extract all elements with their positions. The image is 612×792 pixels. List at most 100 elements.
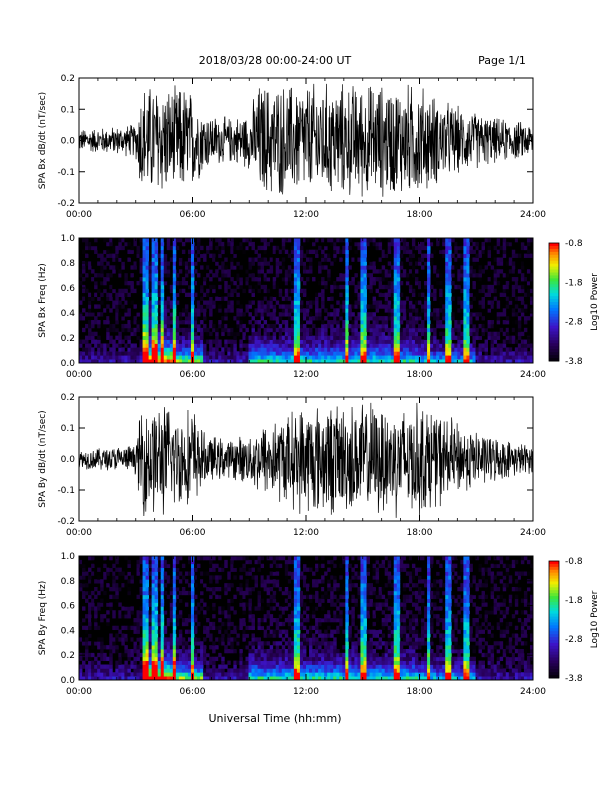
spectrogram-cell <box>269 649 274 654</box>
spectrogram-cell <box>309 312 313 317</box>
spectrogram-cell <box>454 265 458 270</box>
spectrogram-cell <box>457 308 461 313</box>
spectrogram-cell <box>127 668 131 673</box>
spectrogram-cell <box>318 343 322 348</box>
spectrogram-cell <box>408 320 413 325</box>
spectrogram-cell <box>254 359 258 364</box>
spectrogram-cell <box>172 556 177 561</box>
spectrogram-cell <box>194 347 198 352</box>
spectrogram-cell <box>233 649 237 654</box>
spectrogram-cell <box>278 652 283 658</box>
spectrogram-cell <box>393 245 398 251</box>
colorbar-segment <box>549 349 559 353</box>
spectrogram-cell <box>478 238 482 243</box>
spectrogram-cell <box>212 614 216 619</box>
spectrogram-cell <box>287 621 292 627</box>
spectrogram-cell <box>439 280 443 286</box>
spectrogram-cell <box>451 347 455 352</box>
spectrogram-cell <box>127 339 131 344</box>
spectrogram-cell <box>251 618 255 623</box>
spectrogram-cell <box>269 257 274 262</box>
spectrogram-cell <box>151 676 156 681</box>
spectrogram-cell <box>200 304 204 309</box>
spectrogram-cell <box>221 629 225 634</box>
spectrogram-cell <box>299 308 304 313</box>
spectrogram-cell <box>248 241 252 247</box>
spectrogram-cell <box>88 602 92 607</box>
spectrogram-cell <box>266 343 271 348</box>
spectrogram-cell <box>79 594 83 600</box>
spectrogram-cell <box>154 575 159 580</box>
spectrogram-cell <box>94 660 98 665</box>
spectrogram-cell <box>457 320 461 325</box>
spectrogram-cell <box>269 351 274 356</box>
spectrogram-cell <box>514 284 519 290</box>
spectrogram-cell <box>369 288 373 294</box>
spectrogram-cell <box>284 304 289 309</box>
spectrogram-cell <box>263 649 268 654</box>
spectrogram-cell <box>118 567 122 572</box>
spectrogram-cell <box>487 249 492 255</box>
spectrogram-cell <box>414 343 419 348</box>
spectrogram-cell <box>100 641 104 646</box>
spectrogram-cell <box>445 343 449 348</box>
spectrogram-cell <box>85 323 89 329</box>
spectrogram-cell <box>139 621 143 627</box>
spectrogram-cell <box>278 556 283 561</box>
spectrogram-cell <box>239 245 243 251</box>
spectrogram-cell <box>442 316 446 321</box>
spectrogram-cell <box>142 292 146 297</box>
spectrogram-cell <box>218 637 222 642</box>
spectrogram-cell <box>91 676 95 681</box>
spectrogram-cell <box>197 656 201 662</box>
spectrogram-cell <box>215 355 219 360</box>
spectrogram-cell <box>242 273 246 278</box>
spectrogram-cell <box>396 323 401 329</box>
spectrogram-cell <box>505 320 510 325</box>
spectrogram-cell <box>154 300 159 305</box>
spectrogram-cell <box>312 277 316 282</box>
spectrogram-cell <box>306 343 310 348</box>
spectrogram-cell <box>115 649 119 654</box>
spectrogram-cell <box>306 277 310 282</box>
spectrogram-cell <box>469 273 473 278</box>
spectrogram-cell <box>133 656 137 662</box>
spectrogram-cell <box>127 587 131 592</box>
spectrogram-cell <box>190 664 195 669</box>
spectrogram-cell <box>160 280 165 286</box>
spectrogram-cell <box>239 351 243 356</box>
spectrogram-cell <box>363 343 367 348</box>
spectrogram-cell <box>148 323 153 329</box>
spectrogram-cell <box>118 288 122 294</box>
spectrogram-cell <box>121 323 125 329</box>
spectrogram-cell <box>212 672 216 677</box>
spectrogram-cell <box>124 300 128 305</box>
spectrogram-cell <box>88 331 92 337</box>
spectrogram-cell <box>130 610 134 615</box>
spectrogram-cell <box>424 280 428 286</box>
spectrogram-cell <box>260 556 265 561</box>
colorbar-segment <box>549 302 559 306</box>
spectrogram-cell <box>100 676 104 681</box>
spectrogram-cell <box>278 587 283 592</box>
spectrogram-cell <box>360 339 364 344</box>
spectrogram-cell <box>281 590 286 596</box>
spectrogram-cell <box>375 245 380 251</box>
spectrogram-cell <box>85 583 89 588</box>
spectrogram-cell <box>463 253 467 258</box>
spectrogram-cell <box>396 269 401 274</box>
spectrogram-cell <box>221 331 225 337</box>
spectrogram-cell <box>257 645 261 650</box>
colorbar-segment <box>549 257 559 262</box>
spectrogram-cell <box>284 327 289 333</box>
spectrogram-cell <box>166 245 171 251</box>
spectrogram-cell <box>209 625 213 631</box>
spectrogram-cell <box>239 641 243 646</box>
spectrogram-cell <box>133 668 137 673</box>
spectrogram-cell <box>151 277 156 282</box>
spectrogram-cell <box>318 269 322 274</box>
spectrogram-cell <box>424 257 428 262</box>
spectrogram-cell <box>324 316 328 321</box>
spectrogram-cell <box>203 625 207 631</box>
spectrogram-cell <box>427 238 431 243</box>
